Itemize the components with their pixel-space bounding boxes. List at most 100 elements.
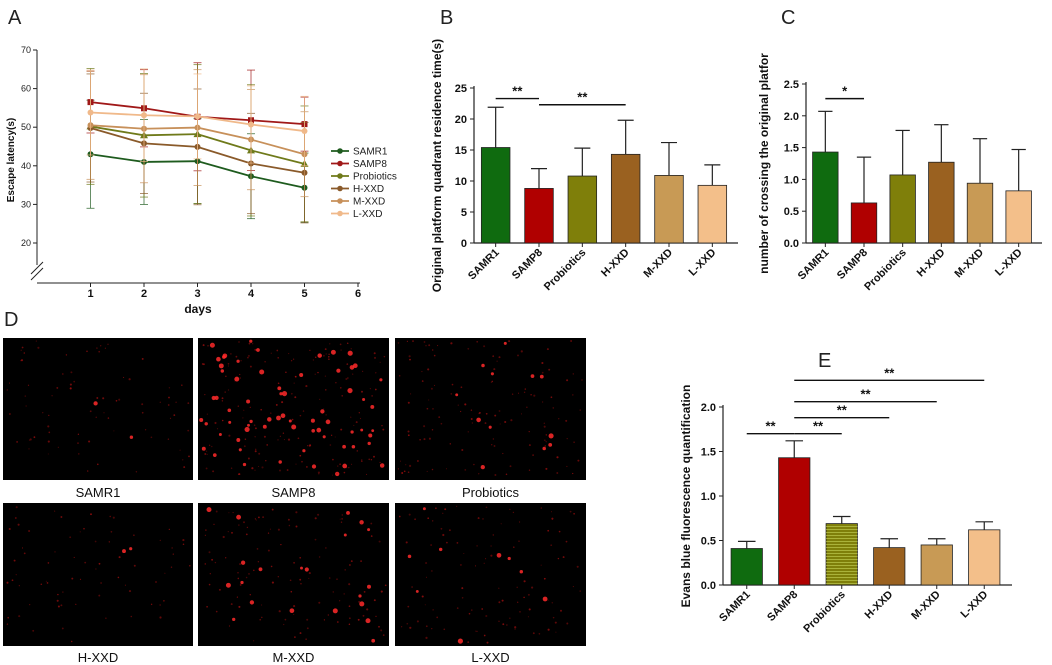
micrograph-fluorescence-dot — [533, 394, 536, 397]
micrograph-fluorescence-dot — [130, 615, 133, 618]
micrograph-fluorescence-dot — [288, 353, 290, 355]
micrograph-fluorescence-dot — [6, 623, 9, 625]
micrograph-fluorescence-dot — [359, 520, 364, 525]
micrograph-fluorescence-dot — [516, 586, 518, 589]
micrograph-fluorescence-dot — [150, 436, 153, 439]
micrograph-fluorescence-dot — [314, 517, 317, 520]
micrograph-fluorescence-dot — [277, 382, 280, 385]
chart-e-y-tick-label: 2.0 — [701, 402, 716, 414]
micrograph-fluorescence-dot — [230, 353, 232, 355]
chart-a-point — [141, 112, 147, 119]
micrograph-fluorescence-dot — [294, 375, 297, 378]
micrograph-fluorescence-dot — [284, 618, 287, 621]
micrograph-fluorescence-dot — [237, 577, 240, 580]
micrograph-fluorescence-dot — [543, 422, 545, 424]
micrograph-fluorescence-dot — [456, 607, 459, 609]
chart-c-x-tick-label: SAMR1 — [796, 247, 832, 283]
micrograph-fluorescence-dot — [225, 582, 231, 588]
micrograph-fluorescence-dot — [133, 534, 135, 536]
micrograph-fluorescence-dot — [345, 377, 348, 381]
chart-b-bar-l-xxd — [697, 184, 728, 244]
chart-e-bar-samr1 — [730, 548, 763, 586]
micrograph-fluorescence-dot — [399, 460, 402, 462]
chart-a-legend-label: M-XXD — [353, 197, 385, 208]
micrograph-fluorescence-dot — [375, 372, 377, 374]
micrograph-fluorescence-dot — [544, 445, 546, 447]
micrograph-fluorescence-dot — [247, 423, 250, 427]
micrograph-fluorescence-dot — [344, 569, 346, 571]
micrograph-fluorescence-dot — [451, 383, 454, 386]
micrograph-fluorescence-dot — [188, 455, 190, 458]
micrograph-fluorescence-dot — [517, 354, 519, 357]
micrograph-fluorescence-dot — [89, 410, 92, 413]
micrograph-fluorescence-dot — [348, 605, 351, 608]
micrograph-fluorescence-dot — [317, 371, 319, 374]
micrograph-fluorescence-dot — [54, 510, 56, 512]
chart-c-y-tick-label: 1.0 — [784, 174, 799, 186]
micrograph-fluorescence-dot — [407, 605, 410, 608]
micrograph-fluorescence-dot — [351, 445, 356, 449]
micrograph-fluorescence-dot — [523, 391, 526, 394]
micrograph-fluorescence-dot — [172, 553, 174, 555]
micrograph-fluorescence-dot — [271, 508, 274, 511]
chart-a-legend-marker — [337, 210, 343, 217]
micrograph-fluorescence-dot — [236, 596, 238, 598]
micrograph-fluorescence-dot — [18, 615, 21, 618]
micrograph-fluorescence-dot — [325, 547, 327, 549]
micrograph-fluorescence-dot — [227, 389, 230, 391]
micrograph-fluorescence-dot — [335, 382, 337, 384]
micrograph-fluorescence-dot — [459, 410, 462, 413]
micrograph-fluorescence-dot — [419, 438, 421, 441]
micrograph-fluorescence-dot — [118, 556, 121, 559]
micrograph-fluorescence-dot — [239, 373, 241, 376]
micrograph-fluorescence-dot — [83, 527, 85, 530]
micrograph-fluorescence-dot — [373, 599, 376, 602]
micrograph-fluorescence-dot — [150, 603, 153, 606]
micrograph-fluorescence-dot — [560, 609, 562, 612]
micrograph-fluorescence-dot — [208, 583, 211, 586]
micrograph-fluorescence-dot — [332, 608, 338, 614]
chart-c-x-tick-label: L-XXD — [993, 247, 1025, 279]
chart-c-x-tick-label: Probiotics — [862, 247, 909, 294]
micrograph-fluorescence-dot — [205, 529, 207, 531]
chart-a-point — [87, 109, 94, 116]
micrograph-fluorescence-dot — [577, 459, 580, 462]
micrograph-fluorescence-dot — [431, 429, 434, 431]
micrograph-fluorescence-dot — [554, 621, 557, 624]
micrograph-fluorescence-dot — [281, 391, 288, 397]
micrograph-fluorescence-dot — [301, 460, 303, 463]
micrograph-fluorescence-dot — [449, 529, 451, 532]
micrograph-fluorescence-dot — [278, 460, 282, 464]
micrograph-fluorescence-dot — [112, 516, 115, 519]
micrograph-fluorescence-dot — [317, 471, 320, 474]
micrograph-fluorescence-dot — [290, 360, 293, 362]
micrograph-fluorescence-dot — [21, 547, 24, 549]
micrograph-fluorescence-dot — [325, 414, 327, 416]
micrograph-fluorescence-dot — [253, 640, 255, 642]
micrograph-fluorescence-dot — [365, 618, 371, 624]
micrograph-fluorescence-dot — [348, 466, 350, 469]
micrograph-fluorescence-dot — [283, 439, 285, 441]
micrograph-fluorescence-dot — [300, 566, 303, 570]
micrograph-fluorescence-dot — [110, 530, 113, 533]
micrograph-fluorescence-dot — [562, 556, 565, 559]
micrograph-fluorescence-dot — [360, 522, 363, 524]
chart-c-y-tick-label: 0.5 — [784, 206, 799, 218]
micrograph-fluorescence-dot — [477, 517, 480, 520]
chart-a-x-axis-label: days — [184, 302, 212, 316]
chart-b-y-tick-label: 25 — [455, 83, 467, 95]
micrograph-fluorescence-dot — [539, 374, 544, 379]
micrograph-fluorescence-dot — [124, 584, 126, 586]
micrograph-fluorescence-dot — [446, 541, 448, 544]
micrograph-fluorescence-dot — [412, 340, 414, 343]
micrograph-fluorescence-dot — [201, 363, 204, 365]
micrograph-fluorescence-dot — [108, 541, 110, 543]
micrograph-fluorescence-dot — [346, 510, 350, 515]
micrograph-fluorescence-dot — [182, 543, 185, 546]
micrograph-fluorescence-dot — [225, 557, 227, 559]
micrograph-fluorescence-dot — [306, 627, 309, 630]
micrograph-fluorescence-dot — [247, 457, 250, 460]
micrograph-fluorescence-dot — [350, 560, 353, 562]
micrograph-fluorescence-dot — [159, 401, 161, 403]
micrograph-fluorescence-dot — [47, 562, 50, 564]
